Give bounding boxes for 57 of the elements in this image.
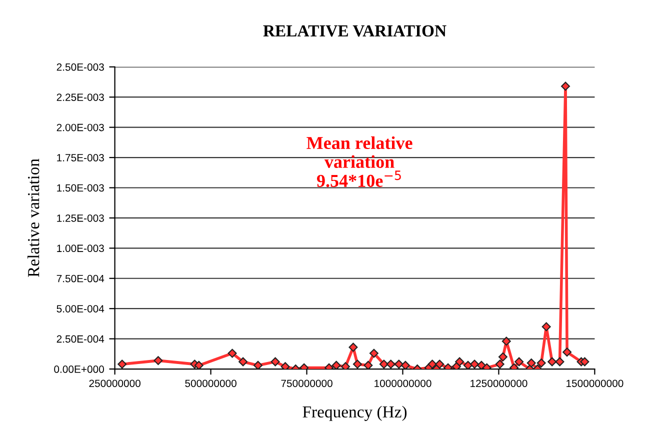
point: [452, 362, 461, 370]
point: [455, 357, 464, 366]
x-tick-label: 250000000: [89, 380, 140, 388]
point: [228, 348, 237, 358]
y-tick-label: 0.00E+000: [54, 366, 104, 373]
point: [580, 357, 590, 366]
point: [435, 360, 444, 369]
x-tick-label: 500000000: [185, 380, 236, 388]
point: [526, 358, 536, 368]
y-tick-label: 2.00E-003: [56, 124, 104, 132]
y-tick-label: 2.50E-004: [56, 335, 104, 343]
y-axis-title: Relative variation: [27, 158, 40, 277]
point: [514, 357, 524, 366]
point: [394, 360, 404, 369]
point: [536, 358, 546, 368]
point: [428, 360, 437, 369]
y-tick-label: 1.25E-003: [57, 214, 104, 222]
point: [561, 82, 570, 91]
point: [400, 360, 410, 370]
x-axis-title: Frequency (Hz): [302, 406, 407, 421]
point: [332, 360, 341, 370]
point: [470, 360, 480, 369]
point: [542, 322, 551, 332]
point: [495, 360, 504, 369]
point: [386, 360, 396, 369]
annotation: Mean relative variation 9.54*10e$^{−5}$: [306, 136, 412, 188]
x-tick-label: 1000000000: [374, 380, 432, 388]
x-tick-label: 1250000000: [470, 380, 528, 388]
x-tick-label: 750000000: [281, 380, 332, 388]
point: [254, 360, 262, 370]
point: [352, 360, 362, 369]
y-tick-label: 5.00E-004: [56, 305, 104, 312]
x-tick-label: 1500000000: [566, 380, 624, 388]
point: [498, 352, 508, 362]
point: [379, 360, 388, 369]
y-tick-label: 1.50E-003: [57, 184, 104, 192]
point: [555, 357, 564, 366]
y-tick-label: 2.50E-003: [56, 63, 104, 71]
point: [341, 362, 350, 370]
point: [194, 360, 204, 370]
y-tick-label: 7.50E-004: [56, 274, 104, 282]
point: [369, 348, 378, 358]
y-tick-label: 1.00E-003: [57, 244, 104, 252]
chart-title: RELATIVE VARIATION: [263, 25, 446, 37]
point: [270, 357, 280, 366]
point: [464, 360, 472, 370]
point: [348, 342, 358, 352]
point: [118, 360, 127, 369]
point: [238, 357, 248, 366]
y-tick-label: 1.75E-003: [57, 154, 104, 162]
point: [562, 348, 572, 357]
point: [154, 356, 163, 366]
point: [364, 360, 373, 370]
point: [548, 357, 557, 366]
point: [502, 336, 511, 346]
point: [280, 362, 290, 370]
y-tick-label: 2.25E-003: [56, 94, 104, 101]
